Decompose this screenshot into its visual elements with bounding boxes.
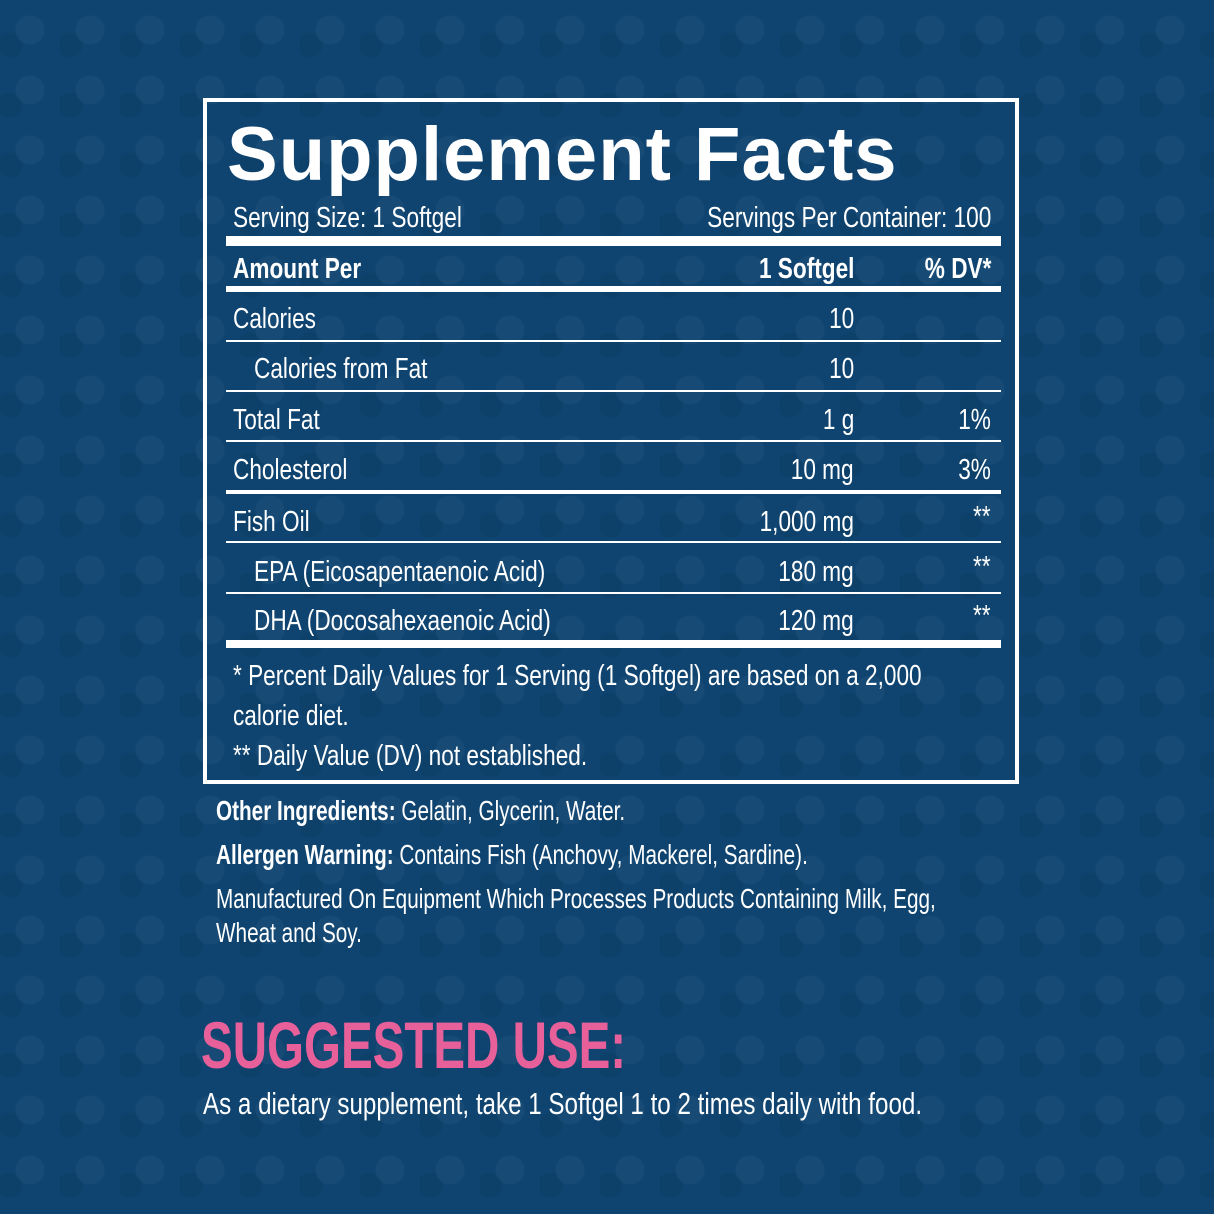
suggested-use-title: SUGGESTED USE:: [201, 1008, 627, 1082]
divider: [226, 541, 1001, 543]
serving-info: Serving Size: 1 Softgel Servings Per Con…: [226, 198, 1001, 238]
panel-title: Supplement Facts: [227, 112, 898, 197]
header-serving: 1 Softgel: [758, 253, 854, 285]
divider: [226, 390, 1001, 392]
table-row: Fish Oil 1,000 mg **: [226, 502, 1001, 542]
row-dv: 1%: [958, 404, 991, 436]
table-row: Cholesterol 10 mg 3%: [226, 450, 1001, 490]
row-amount: 10: [828, 303, 854, 335]
table-row: Calories 10: [226, 299, 1001, 339]
manufacturing-note: Manufactured On Equipment Which Processe…: [216, 883, 936, 914]
row-amount: 10: [828, 353, 854, 385]
divider: [226, 340, 1001, 342]
row-dv: **: [973, 551, 991, 583]
allergen-warning: Allergen Warning: Contains Fish (Anchovy…: [216, 839, 808, 870]
row-dv: 3%: [958, 454, 991, 486]
row-label: Total Fat: [233, 404, 320, 436]
supplement-facts-panel: Supplement Facts Serving Size: 1 Softgel…: [203, 98, 1019, 784]
row-amount: 1,000 mg: [759, 506, 854, 538]
table-row: DHA (Docosahexaenoic Acid) 120 mg **: [226, 601, 1001, 641]
manufacturing-note-cont: Wheat and Soy.: [216, 917, 362, 948]
other-ingredients: Other Ingredients: Gelatin, Glycerin, Wa…: [216, 795, 626, 826]
header-dv: % DV*: [924, 253, 991, 285]
row-label: Cholesterol: [233, 454, 348, 486]
table-row: Total Fat 1 g 1%: [226, 400, 1001, 440]
row-amount: 180 mg: [778, 556, 854, 588]
divider-thick: [226, 236, 1001, 246]
row-dv: **: [973, 501, 991, 533]
footnote-not-established: ** Daily Value (DV) not established.: [233, 740, 588, 772]
serving-size: Serving Size: 1 Softgel: [233, 202, 462, 234]
servings-per-container: Servings Per Container: 100: [706, 202, 991, 234]
row-label: DHA (Docosahexaenoic Acid): [254, 605, 551, 637]
footnote-dv: * Percent Daily Values for 1 Serving (1 …: [233, 660, 922, 692]
row-label: Fish Oil: [233, 506, 310, 538]
row-amount: 1 g: [822, 404, 854, 436]
header-amount-per: Amount Per: [233, 253, 362, 285]
row-amount: 120 mg: [778, 605, 854, 637]
footnote-dv-cont: calorie diet.: [233, 700, 349, 732]
table-row: Calories from Fat 10: [226, 349, 1001, 389]
row-dv: **: [973, 600, 991, 632]
table-header: Amount Per 1 Softgel % DV*: [226, 249, 1001, 289]
divider-medium: [226, 490, 1001, 494]
row-amount: 10 mg: [791, 454, 854, 486]
divider-medium: [226, 286, 1001, 292]
row-label: Calories: [233, 303, 316, 335]
divider-thick: [226, 640, 1001, 648]
row-label: Calories from Fat: [254, 353, 428, 385]
suggested-use-text: As a dietary supplement, take 1 Softgel …: [203, 1086, 923, 1121]
divider: [226, 440, 1001, 442]
row-label: EPA (Eicosapentaenoic Acid): [254, 556, 546, 588]
table-row: EPA (Eicosapentaenoic Acid) 180 mg **: [226, 552, 1001, 592]
divider: [226, 592, 1001, 594]
